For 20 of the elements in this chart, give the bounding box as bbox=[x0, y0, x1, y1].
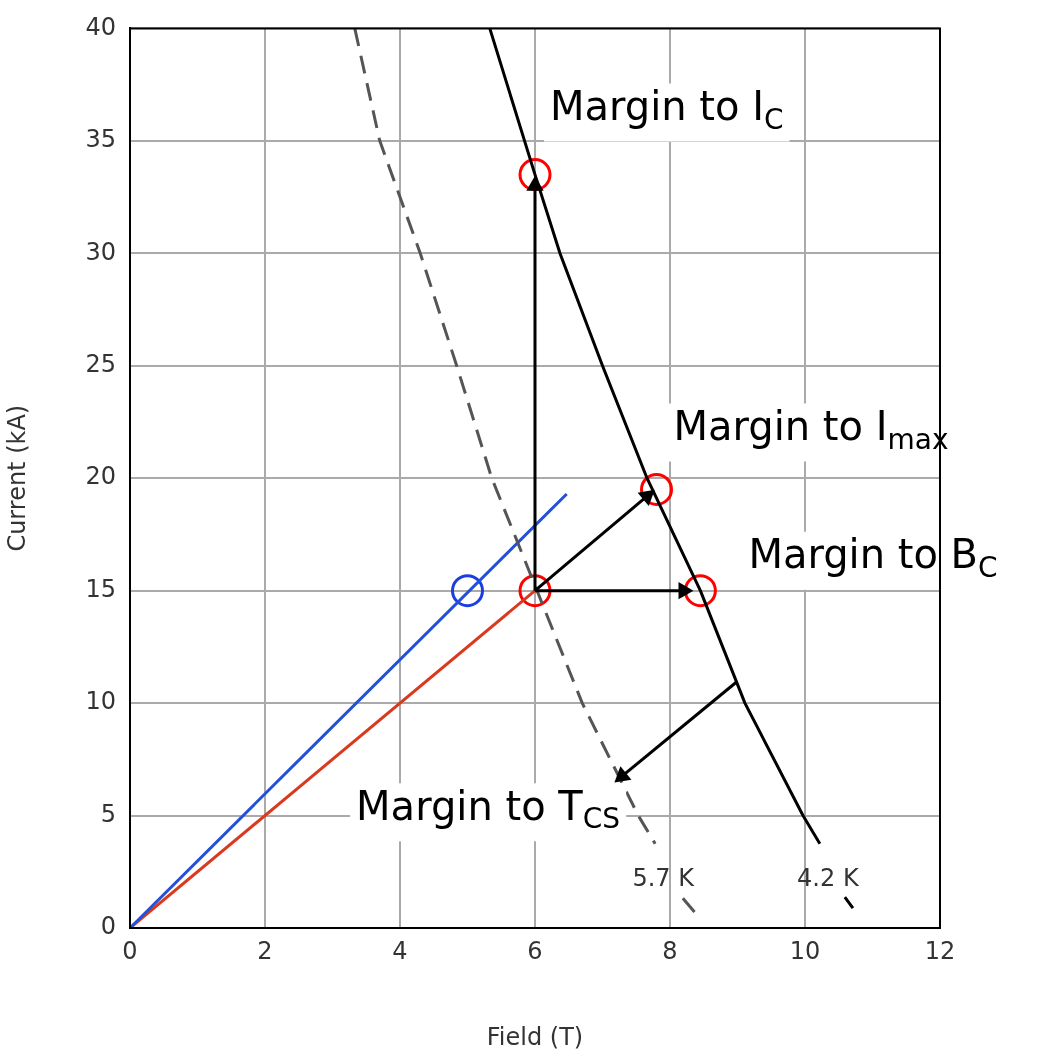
x-tick-label: 6 bbox=[527, 936, 543, 965]
y-tick-label: 10 bbox=[85, 687, 116, 716]
x-tick-label: 0 bbox=[122, 936, 138, 965]
x-tick-label: 8 bbox=[662, 936, 678, 965]
y-tick-label: 40 bbox=[85, 12, 116, 41]
y-tick-label: 30 bbox=[85, 237, 116, 266]
series-label: 5.7 K bbox=[632, 863, 696, 892]
x-axis-title: Field (T) bbox=[486, 1022, 584, 1051]
y-tick-label: 25 bbox=[85, 349, 116, 378]
y-tick-label: 5 bbox=[100, 799, 116, 828]
y-tick-label: 20 bbox=[85, 462, 116, 491]
x-tick-label: 12 bbox=[924, 936, 956, 965]
x-tick-label: 2 bbox=[257, 936, 273, 965]
x-tick-label: 10 bbox=[789, 936, 821, 965]
y-tick-label: 0 bbox=[100, 912, 116, 941]
series-label: 4.2 K bbox=[797, 863, 860, 892]
y-tick-label: 15 bbox=[85, 574, 116, 603]
x-tick-label: 4 bbox=[392, 936, 408, 965]
y-tick-label: 35 bbox=[85, 125, 116, 154]
y-axis-title: Current (kA) bbox=[2, 404, 31, 552]
